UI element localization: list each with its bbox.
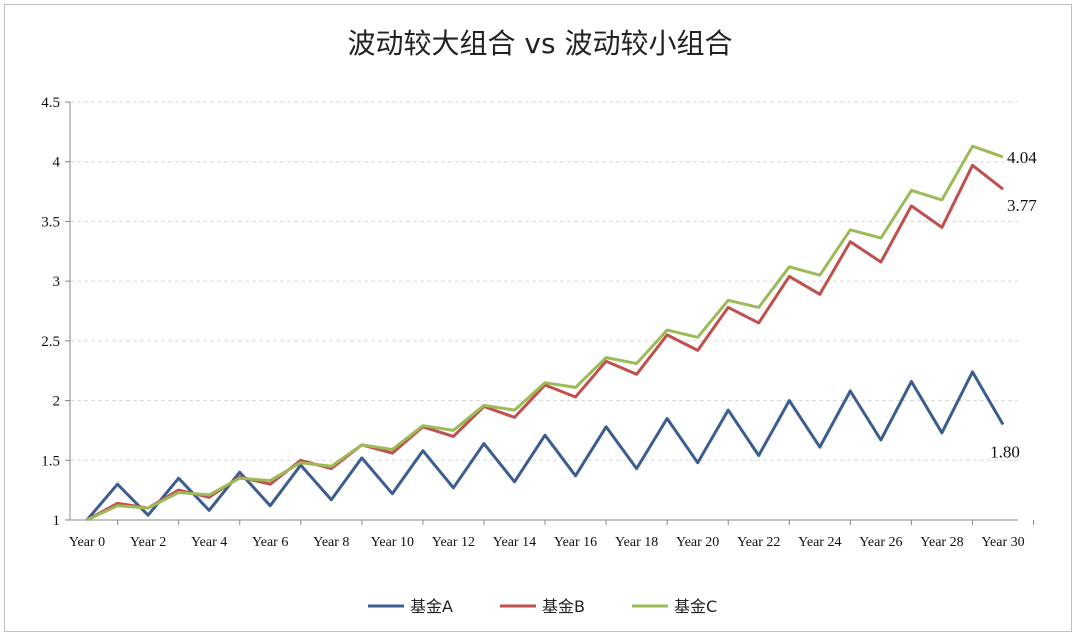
legend-label: 基金C	[674, 597, 717, 616]
legend-label: 基金A	[410, 597, 453, 616]
y-tick-label: 4.5	[41, 95, 60, 111]
y-axis-ticks: 1 1.5 2 2.5 3 3.5 4 4.5	[41, 95, 70, 529]
x-tick-label: Year 14	[493, 535, 536, 550]
axes	[69, 102, 1018, 521]
series-line-1	[85, 370, 1005, 521]
end-data-label: 4.04	[1007, 148, 1037, 167]
x-tick-label: Year 2	[130, 535, 166, 550]
y-tick-label: 2.5	[41, 334, 60, 350]
series-line-3	[86, 144, 1004, 522]
y-tick-label: 2	[53, 394, 61, 410]
x-tick-label: Year 24	[798, 535, 841, 550]
x-tick-label: Year 28	[920, 535, 963, 550]
x-tick-label: Year 6	[252, 535, 288, 550]
x-axis-ticks: Year 0 Year 2 Year 4 Year 6 Year 8 Year 10 Yea…	[69, 520, 1035, 550]
legend: 基金A 基金B 基金C	[368, 597, 717, 616]
chart-frame	[4, 4, 1072, 632]
y-tick-label: 1	[53, 513, 61, 529]
y-tick-label: 3	[53, 274, 61, 290]
x-tick-label: Year 4	[191, 535, 227, 550]
legend-label: 基金B	[542, 597, 585, 616]
chart-title: 波动较大组合 vs 波动较小组合	[348, 27, 733, 60]
x-tick-label: Year 12	[432, 535, 475, 550]
series-lines	[85, 144, 1005, 522]
data-labels: 1.80 3.77 4.04	[990, 148, 1037, 462]
end-data-label: 3.77	[1007, 196, 1037, 215]
x-tick-label: Year 0	[69, 535, 105, 550]
y-tick-label: 3.5	[41, 214, 60, 230]
y-tick-label: 1.5	[41, 453, 60, 469]
y-tick-label: 4	[53, 155, 61, 171]
x-tick-label: Year 30	[981, 535, 1024, 550]
series-line-2	[86, 163, 1004, 522]
x-tick-label: Year 26	[859, 535, 902, 550]
x-tick-label: Year 22	[737, 535, 780, 550]
x-tick-label: Year 8	[313, 535, 349, 550]
x-tick-label: Year 10	[371, 535, 414, 550]
grid-lines	[70, 101, 1018, 461]
x-tick-label: Year 18	[615, 535, 658, 550]
x-tick-label: Year 20	[676, 535, 719, 550]
x-tick-label: Year 16	[554, 535, 597, 550]
end-data-label: 1.80	[990, 442, 1020, 461]
